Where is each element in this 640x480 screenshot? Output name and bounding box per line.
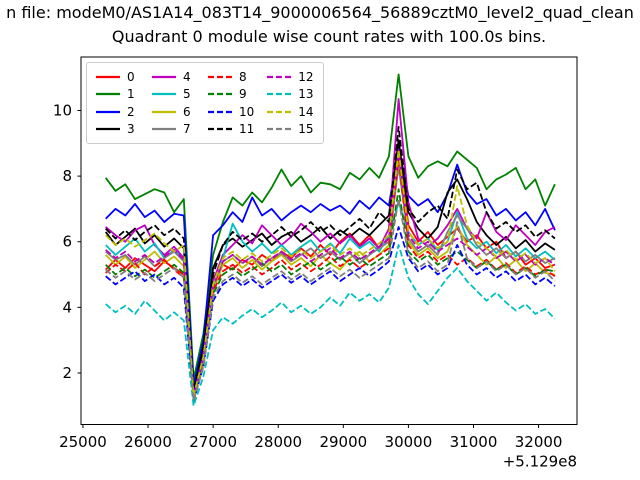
legend-label-0: 0	[127, 69, 135, 84]
legend-line-swatch-2	[96, 110, 120, 113]
legend-item-14: 14	[267, 104, 314, 119]
legend-label-2: 2	[127, 104, 135, 119]
legend-label-3: 3	[127, 122, 135, 137]
series-line-3	[104, 139, 556, 392]
legend-item-11: 11	[208, 123, 254, 135]
legend-item-3: 3	[96, 123, 139, 135]
legend-line-swatch-4	[152, 75, 176, 78]
series-line-14	[105, 148, 556, 397]
series-line-6	[105, 152, 556, 401]
y-tick-label: 2	[62, 364, 72, 382]
axes-frame	[80, 56, 578, 425]
legend-line-swatch-13	[267, 93, 292, 96]
legend-item-15: 15	[267, 122, 314, 137]
legend-label-7: 7	[183, 122, 191, 137]
legend-line-swatch-7	[152, 128, 176, 131]
x-tick-label: 26000	[124, 433, 172, 451]
legend-item-4: 4	[152, 71, 195, 83]
y-tick-label: 8	[62, 167, 72, 185]
x-tick-label: 25000	[59, 433, 107, 451]
legend-item-0: 0	[96, 71, 139, 83]
x-tick-label: 28000	[254, 433, 302, 451]
legend-item-13: 13	[267, 87, 314, 102]
legend-line-swatch-0	[96, 75, 120, 78]
legend-item-7: 7	[152, 123, 195, 135]
series-line-12	[105, 148, 556, 397]
legend-line-swatch-6	[152, 110, 176, 113]
legend-label-4: 4	[183, 69, 191, 84]
legend-line-swatch-10	[208, 110, 232, 113]
legend-item-8: 8	[208, 71, 254, 83]
figure-suptitle: n file: modeM0/AS1A14_083T14_9000006564_…	[6, 3, 634, 22]
x-tick-label: 27000	[189, 433, 237, 451]
legend-line-swatch-15	[267, 128, 292, 131]
x-tick-label: 31000	[450, 433, 498, 451]
x-tick-label: 32000	[515, 433, 563, 451]
legend-label-12: 12	[298, 69, 314, 84]
x-axis-offset-label: +5.129e8	[503, 453, 577, 471]
legend-item-12: 12	[267, 69, 314, 84]
series-line-4	[105, 98, 556, 399]
legend-line-swatch-9	[208, 93, 232, 96]
legend-line-swatch-8	[208, 75, 232, 78]
series-line-9	[105, 188, 556, 401]
y-tick-label: 4	[62, 298, 72, 316]
legend-line-swatch-3	[96, 128, 120, 131]
x-tick-label: 30000	[385, 433, 433, 451]
plot-title: Quadrant 0 module wise count rates with …	[111, 27, 547, 46]
legend-item-5: 5	[152, 88, 195, 100]
legend-label-15: 15	[298, 122, 314, 137]
legend-item-2: 2	[96, 106, 139, 118]
legend-label-8: 8	[239, 69, 247, 84]
legend-item-10: 10	[208, 106, 254, 118]
legend-label-1: 1	[127, 87, 135, 102]
series-line-1	[104, 73, 556, 381]
series-line-2	[105, 145, 556, 388]
series-line-0	[105, 142, 556, 397]
legend-line-swatch-5	[152, 93, 176, 96]
x-tick-label: 29000	[319, 433, 367, 451]
legend-label-5: 5	[183, 87, 191, 102]
legend-line-swatch-11	[208, 128, 232, 131]
y-tick-label: 6	[62, 233, 72, 251]
legend-label-14: 14	[298, 104, 314, 119]
legend-label-9: 9	[239, 87, 247, 102]
legend-label-10: 10	[239, 104, 255, 119]
legend-label-6: 6	[183, 104, 191, 119]
legend-line-swatch-12	[267, 75, 292, 78]
legend-line-swatch-1	[96, 93, 120, 96]
series-line-7	[105, 165, 556, 397]
series-line-11	[105, 126, 556, 392]
legend-line-swatch-14	[267, 110, 292, 113]
legend-item-9: 9	[208, 88, 254, 100]
y-tick-label: 10	[53, 101, 72, 119]
legend-label-13: 13	[298, 87, 314, 102]
legend: 0 1 2 3 4 5 6 7 8 9 10 11 12 13 14 15	[86, 62, 324, 144]
series-line-13	[105, 244, 556, 407]
legend-item-1: 1	[96, 88, 139, 100]
legend-item-6: 6	[152, 106, 195, 118]
series-line-10	[105, 226, 556, 402]
series-line-8	[105, 155, 556, 399]
series-line-15	[105, 198, 556, 402]
legend-label-11: 11	[239, 122, 255, 137]
